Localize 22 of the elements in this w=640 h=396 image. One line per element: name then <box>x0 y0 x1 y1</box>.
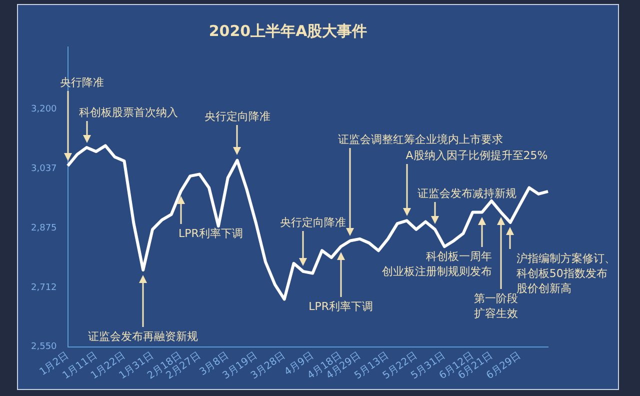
y-tick-label: 3,037 <box>31 164 57 174</box>
annotation: 科创板一周年 <box>426 249 492 264</box>
y-tick-label: 2,875 <box>31 223 57 234</box>
annotation: 科创板50指数发布 <box>516 266 608 282</box>
annotation: 央行定向降准 <box>204 109 270 124</box>
annotation: 央行定向降准 <box>280 215 346 230</box>
annotation: A股纳入因子比例提升至25% <box>406 148 548 163</box>
annotation: LPR利率下调 <box>178 226 243 242</box>
annotation: 股价创新高 <box>516 281 572 296</box>
annotation: 第一阶段扩容生效 <box>472 292 518 322</box>
y-tick-label: 2,550 <box>31 342 58 352</box>
annotation: 沪指编制方案修订、 <box>516 251 616 266</box>
annotation: 科创板股票首次纳入 <box>79 104 178 120</box>
chart-title: 2020上半年A股大事件 <box>208 22 368 40</box>
annotation: 央行降准 <box>60 74 104 90</box>
y-tick-label: 3,200 <box>31 104 58 114</box>
annotation: 创业板注册制规则发布 <box>382 264 492 280</box>
y-tick-label: 2,712 <box>31 282 57 293</box>
annotation: 证监会调整红筹企业境内上市要求 <box>338 132 503 147</box>
annotation: LPR利率下调 <box>308 298 374 314</box>
annotation: 证监会发布减持新规 <box>418 186 516 202</box>
annotation: 证监会发布再融资新规 <box>88 328 198 344</box>
